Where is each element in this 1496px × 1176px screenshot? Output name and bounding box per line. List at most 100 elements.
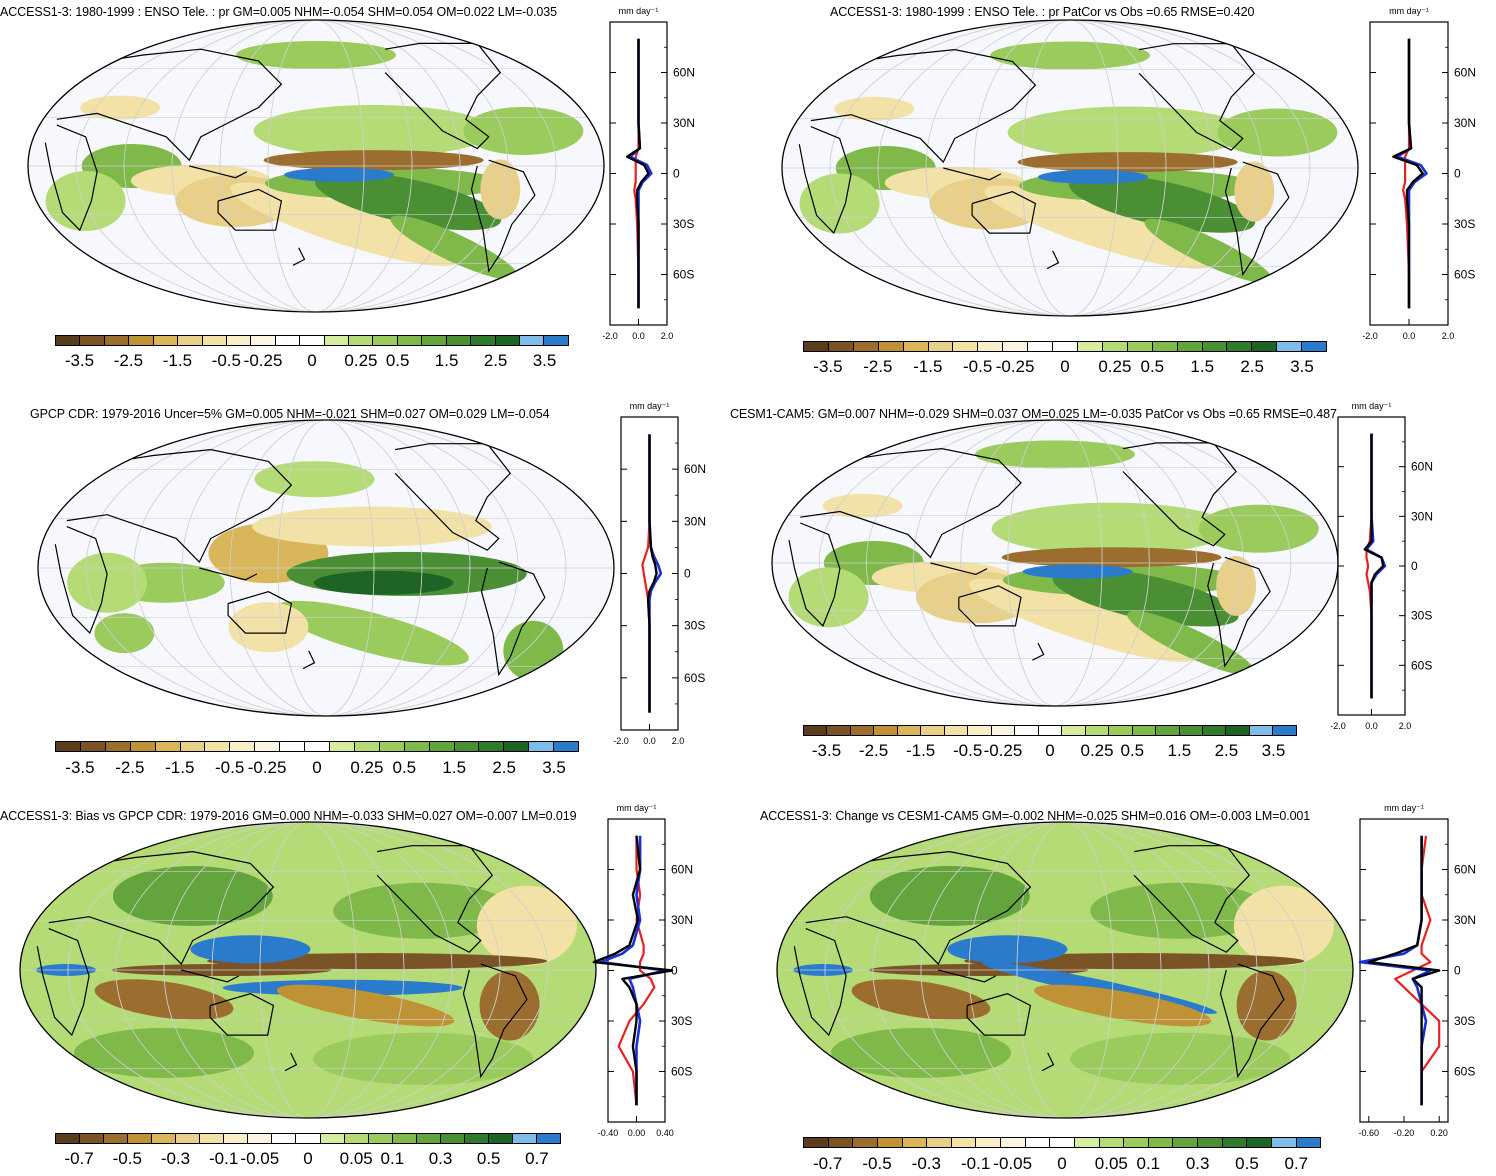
model-zonal-line (1367, 835, 1441, 1106)
colorbar-tick-label: -0.05 (993, 1154, 1033, 1173)
precip-anomaly-region (1022, 564, 1133, 579)
colorbar-tick-label: 0.5 (476, 1149, 501, 1168)
world-map (776, 821, 1354, 1119)
precip-anomaly-region (1017, 152, 1238, 173)
y-tick-label: 0 (684, 567, 691, 581)
colorbar-swatch (1025, 1138, 1051, 1147)
coastlines (44, 42, 536, 273)
y-tick-label: 60S (1411, 658, 1432, 672)
colorbar-swatch (373, 336, 398, 345)
unit-label: mm day⁻¹ (1352, 401, 1392, 411)
zonal-mean-plot: mm day⁻¹ 60N 30N 0 30S 60S -2.0 0.0 2.0 (613, 401, 706, 746)
colorbar-swatch (1202, 726, 1227, 735)
colorbar-tick-label: 1.5 (1167, 741, 1192, 760)
colorbar-swatch (529, 742, 555, 751)
precip-anomaly-region (831, 1027, 1011, 1078)
colorbar-swatch (1173, 1138, 1198, 1147)
coastlines (793, 845, 1285, 1079)
colorbar-swatch (1102, 342, 1128, 351)
colorbar-swatch (305, 742, 330, 751)
colorbar-swatch (471, 336, 496, 345)
y-tick-label: 0 (1411, 559, 1418, 573)
precip-anomaly-region (276, 984, 455, 1027)
colorbar-swatch (105, 742, 131, 751)
colorbar-tick-label: -1.5 (913, 357, 943, 376)
colorbar-tick-label: -0.25 (995, 357, 1035, 376)
y-tick-label: 60S (673, 268, 694, 282)
x-tick-label: 0.0 (1403, 331, 1416, 341)
y-tick-label: 30S (684, 619, 705, 633)
precip-anomaly-region (799, 173, 880, 234)
colorbar-swatch (877, 1138, 903, 1147)
precip-anomaly-region (1233, 885, 1334, 966)
colorbar (55, 1133, 561, 1144)
colorbar-swatch (804, 726, 828, 735)
colorbar-swatch (544, 336, 568, 345)
colorbar-swatch (1226, 726, 1250, 735)
colorbar-tick-label: -2.5 (113, 351, 144, 370)
colorbar-labels: -3.5 -2.5 -1.5 -0.5 -0.25 0 0.25 0.5 1.5 2.5 3.5 (55, 351, 569, 373)
colorbar-swatch (976, 1138, 1001, 1147)
colorbar-swatch (944, 726, 969, 735)
precip-anomaly-region (822, 493, 903, 518)
colorbar-swatch (554, 742, 579, 751)
colorbar-swatch (251, 336, 276, 345)
y-tick-label: 0 (673, 167, 680, 181)
colorbar-swatch (804, 1138, 829, 1147)
colorbar-swatch (80, 336, 105, 345)
colorbar-swatch (404, 742, 430, 751)
x-tick-label: 0.0 (1365, 721, 1378, 731)
colorbar-labels: -3.5 -2.5 -1.5 -0.5 -0.25 0 0.25 0.5 1.5 2.5 3.5 (803, 357, 1327, 379)
unit-label: mm day⁻¹ (619, 6, 659, 16)
x-tick-label: -2.0 (1362, 331, 1378, 341)
colorbar-swatch (255, 742, 281, 751)
precip-anomaly-region (1216, 555, 1257, 616)
precip-anomaly-region (94, 613, 155, 654)
y-tick-label: 30N (1454, 116, 1476, 130)
colorbar-swatch (440, 1134, 465, 1143)
precip-anomaly-region (333, 882, 514, 939)
y-tick-label: 60N (1411, 460, 1433, 474)
y-tick-label: 60N (1454, 66, 1476, 80)
colorbar-swatch (80, 742, 106, 751)
colorbar-swatch (275, 336, 301, 345)
precip-anomaly-region (190, 935, 311, 964)
colorbar-swatch (155, 742, 181, 751)
colorbar-swatch (349, 336, 374, 345)
colorbar-tick-label: -3.5 (64, 351, 95, 370)
colorbar-tick-label: -0.3 (911, 1154, 941, 1173)
colorbar-tick-label: 0.1 (380, 1149, 405, 1168)
colorbar-tick-label: -1.5 (905, 741, 936, 760)
colorbar-swatch (1053, 342, 1078, 351)
precip-anomaly-region (1198, 504, 1319, 553)
x-tick-label: 0.0 (632, 331, 645, 341)
precip-anomaly-region (1090, 882, 1271, 939)
coastlines (798, 43, 1290, 277)
colorbar-swatch (1249, 726, 1274, 735)
colorbar-tick-label: 2.5 (492, 758, 516, 777)
panel-title: ACCESS1-3: Bias vs GPCP CDR: 1979-2016 G… (0, 809, 577, 823)
zonal-mean-plot: mm day⁻¹ 60N 30N 0 30S 60S -0.40 0.00 0.40 (592, 803, 693, 1138)
colorbar-tick-label: 2.5 (1240, 357, 1264, 376)
x-tick-label: -0.40 (598, 1128, 619, 1138)
colorbar-swatch (153, 336, 179, 345)
colorbar-swatch (878, 342, 904, 351)
colorbar-swatch (1003, 342, 1029, 351)
obs-zonal-line (1358, 835, 1432, 1106)
colorbar-swatch (392, 1134, 417, 1143)
graticule (782, 20, 1358, 316)
precip-anomaly-region (1033, 984, 1212, 1027)
x-tick-label: -2.0 (602, 331, 618, 341)
colorbar-swatch (991, 726, 1016, 735)
colorbar-labels: -3.5 -2.5 -1.5 -0.5 -0.25 0 0.25 0.5 1.5 2.5 3.5 (55, 758, 579, 780)
precip-anomaly-region (479, 970, 540, 1041)
colorbar-tick-label: -0.1 (961, 1154, 991, 1173)
model-zonal-line (646, 434, 658, 713)
y-tick-label: 0 (671, 964, 678, 978)
colorbar-swatch (495, 336, 521, 345)
colorbar-swatch (1177, 342, 1203, 351)
precip-anomaly-region (45, 171, 126, 232)
colorbar-swatch (1271, 1138, 1297, 1147)
panel-title: GPCP CDR: 1979-2016 Uncer=5% GM=0.005 NH… (30, 407, 550, 421)
colorbar (803, 341, 1327, 352)
